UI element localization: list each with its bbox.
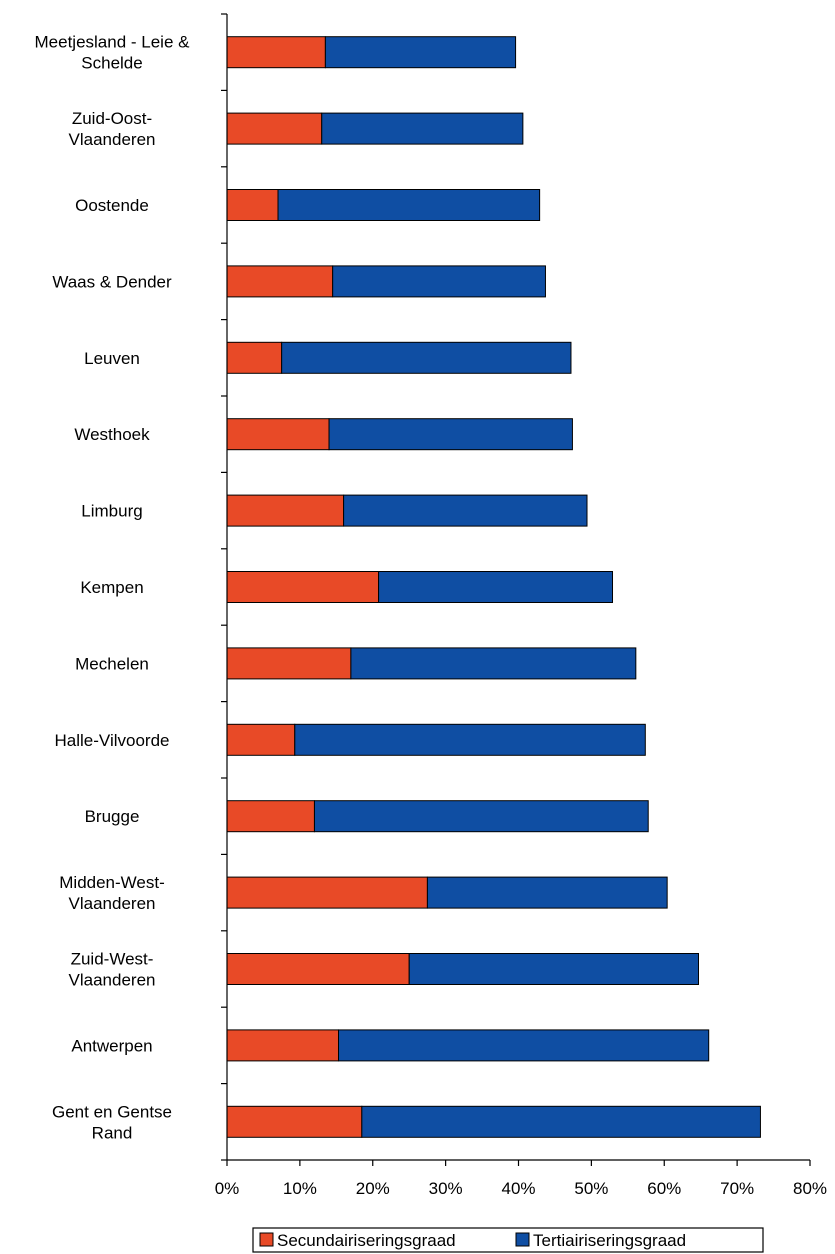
category-label: Zuid-Oost- Vlaanderen: [69, 109, 156, 149]
bar-secundairiseringsgraad: [226, 647, 352, 680]
category-label-line: Oostende: [75, 196, 149, 215]
x-tick-label: 80%: [793, 1179, 827, 1198]
legend-label-tertiairiseringsgraad: Tertiairiseringsgraad: [533, 1231, 686, 1250]
bar-secundairiseringsgraad: [226, 953, 410, 985]
category-label: Antwerpen: [71, 1036, 152, 1055]
legend-swatch-tertiairiseringsgraad: [515, 1232, 530, 1247]
bar-secundairiseringsgraad: [226, 189, 279, 221]
bar-secundairiseringsgraad: [226, 112, 323, 145]
legend-box: [252, 1227, 764, 1253]
bar-secundairiseringsgraad: [226, 418, 330, 451]
x-tick-label: 50%: [574, 1179, 608, 1198]
category-label: Meetjesland - Leie & Schelde: [35, 33, 191, 73]
category-label: Waas & Dender: [52, 272, 172, 291]
category-label-line: Gent en Gentse: [52, 1102, 172, 1121]
bar-secundairiseringsgraad: [226, 265, 334, 298]
bar-secundairiseringsgraad: [226, 723, 296, 756]
bar-tertiairiseringsgraad: [281, 341, 572, 374]
category-label-line: Schelde: [81, 54, 142, 73]
category-label-line: Vlaanderen: [69, 894, 156, 913]
bar-tertiairiseringsgraad: [294, 723, 646, 756]
category-label: Halle-Vilvoorde: [55, 731, 170, 750]
bar-secundairiseringsgraad: [226, 876, 428, 909]
x-tick-label: 40%: [501, 1179, 535, 1198]
bar-secundairiseringsgraad: [226, 1105, 363, 1138]
bar-tertiairiseringsgraad: [361, 1105, 761, 1138]
bar-secundairiseringsgraad: [226, 36, 326, 69]
legend-swatch-secundairiseringsgraad: [259, 1232, 274, 1247]
category-label-line: Mechelen: [75, 654, 149, 673]
bar-secundairiseringsgraad: [226, 571, 380, 603]
bar-tertiairiseringsgraad: [337, 1029, 710, 1062]
category-label: Zuid-West- Vlaanderen: [69, 950, 156, 990]
bar-tertiairiseringsgraad: [426, 876, 668, 909]
bar-secundairiseringsgraad: [226, 494, 345, 527]
category-label-line: Brugge: [85, 807, 140, 826]
category-labels: Meetjesland - Leie & Schelde Zuid-Oost- Vla…: [35, 33, 191, 1143]
category-label-line: Zuid-Oost-: [72, 109, 152, 128]
bar-tertiairiseringsgraad: [328, 418, 573, 451]
bar-tertiairiseringsgraad: [277, 189, 541, 221]
x-tick-label: 30%: [429, 1179, 463, 1198]
x-tick-label: 10%: [283, 1179, 317, 1198]
category-label-line: Halle-Vilvoorde: [55, 731, 170, 750]
bar-secundairiseringsgraad: [226, 341, 283, 374]
x-tick-label: 20%: [356, 1179, 390, 1198]
axes-layer: [221, 13, 811, 1166]
category-label: Leuven: [84, 349, 140, 368]
category-label-line: Kempen: [80, 578, 143, 597]
legend: Secundairiseringsgraad Tertiairiseringsg…: [252, 1227, 764, 1253]
bars-layer: [226, 36, 761, 1138]
category-label: Midden-West- Vlaanderen: [59, 873, 165, 913]
category-label-line: Limburg: [81, 502, 142, 521]
category-label-line: Meetjesland - Leie &: [35, 33, 191, 52]
bar-tertiairiseringsgraad: [350, 647, 637, 680]
bar-secundairiseringsgraad: [226, 800, 315, 833]
bar-tertiairiseringsgraad: [378, 571, 614, 603]
bar-tertiairiseringsgraad: [313, 800, 649, 833]
legend-label-secundairiseringsgraad: Secundairiseringsgraad: [277, 1231, 456, 1250]
x-tick-label: 60%: [647, 1179, 681, 1198]
category-label-line: Westhoek: [74, 425, 150, 444]
category-label: Westhoek: [74, 425, 150, 444]
category-label-line: Rand: [92, 1123, 133, 1142]
category-label-line: Leuven: [84, 349, 140, 368]
x-tick-labels: 0% 10% 20% 30% 40% 50% 60% 70% 80%: [215, 1179, 827, 1198]
bar-tertiairiseringsgraad: [324, 36, 517, 69]
category-label-line: Waas & Dender: [52, 272, 172, 291]
category-label-line: Antwerpen: [71, 1036, 152, 1055]
category-label: Mechelen: [75, 654, 149, 673]
bar-tertiairiseringsgraad: [332, 265, 546, 298]
category-label: Kempen: [80, 578, 143, 597]
category-label-line: Vlaanderen: [69, 130, 156, 149]
bar-tertiairiseringsgraad: [408, 953, 700, 985]
category-label: Limburg: [81, 502, 142, 521]
category-label: Oostende: [75, 196, 149, 215]
category-label: Brugge: [85, 807, 140, 826]
category-label-line: Zuid-West-: [71, 950, 154, 969]
category-label-line: Vlaanderen: [69, 971, 156, 990]
x-tick-label: 70%: [720, 1179, 754, 1198]
category-label-line: Midden-West-: [59, 873, 165, 892]
bar-secundairiseringsgraad: [226, 1029, 339, 1062]
bar-tertiairiseringsgraad: [321, 112, 524, 145]
x-tick-label: 0%: [215, 1179, 240, 1198]
category-label: Gent en Gentse Rand: [52, 1102, 172, 1142]
bar-tertiairiseringsgraad: [343, 494, 588, 527]
